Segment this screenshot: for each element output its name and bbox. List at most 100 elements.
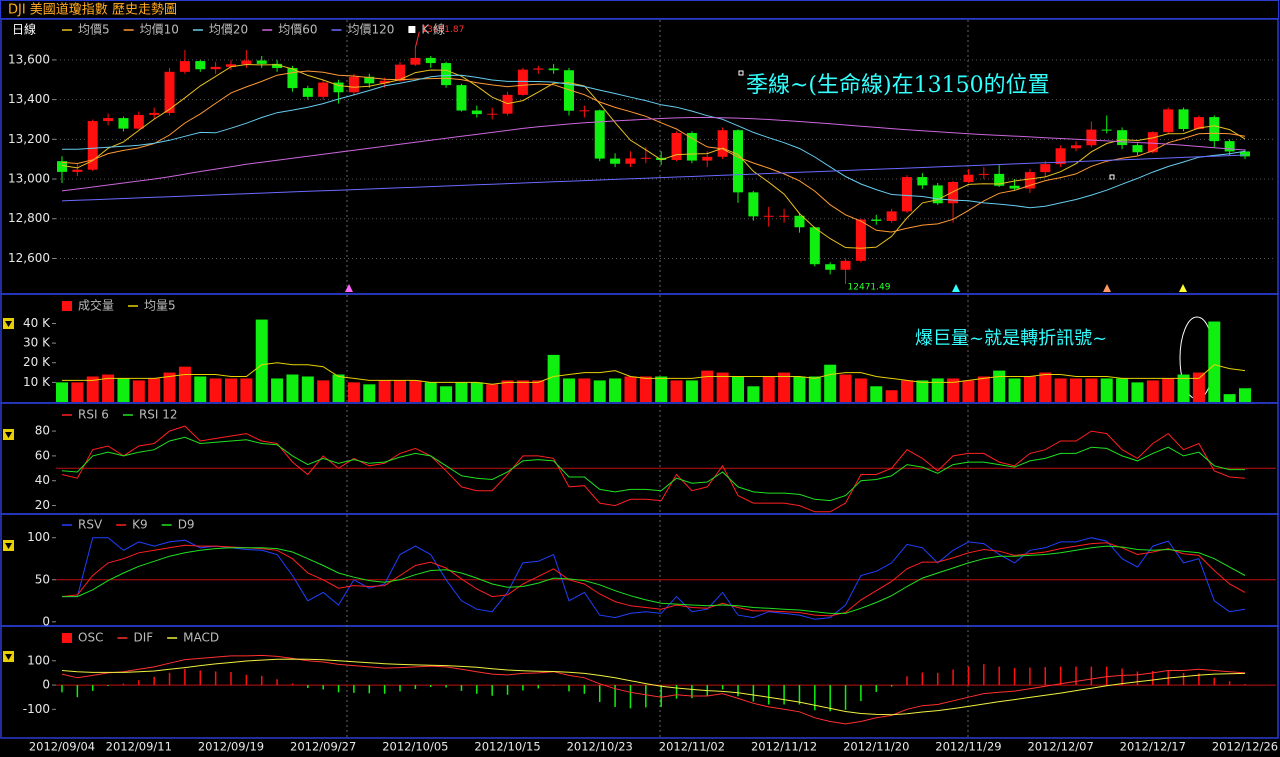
y-tick-label: 13,200 [8, 132, 50, 146]
x-tick-label: 2012/10/15 [474, 740, 540, 754]
signal-markers [345, 70, 1187, 292]
x-tick-label: 2012/12/26 [1212, 740, 1278, 754]
legend-label: RSV [78, 518, 103, 532]
candle-body [149, 112, 160, 115]
candle-body [210, 66, 221, 70]
candle-body [1147, 132, 1158, 153]
series-line [61, 117, 1246, 192]
candle-body [487, 113, 498, 115]
volume-bar [1177, 374, 1190, 402]
volume-bar [501, 380, 514, 402]
volume-bar [747, 386, 760, 402]
candle-body [1224, 141, 1235, 152]
candle-body [103, 118, 114, 122]
volume-bar [1146, 380, 1159, 402]
volume-bar [901, 380, 913, 402]
x-tick-label: 2012/12/07 [1027, 740, 1093, 754]
candle-body [717, 130, 728, 157]
x-tick-label: 2012/11/20 [843, 740, 909, 754]
volume-bar [916, 380, 929, 402]
panel-toggle[interactable] [3, 318, 14, 329]
candle-body [932, 185, 943, 204]
candle-body [579, 110, 590, 112]
candle-body [87, 121, 98, 170]
candle-body [610, 158, 621, 164]
volume-bar [793, 376, 806, 402]
min-label: 12471.49 [848, 282, 891, 292]
candle-body [410, 57, 421, 65]
volume-bar [563, 378, 575, 402]
candle-body [364, 76, 375, 84]
candle-body [226, 64, 236, 67]
volume-bar [1023, 376, 1036, 402]
volume-bar [639, 376, 652, 402]
legend-label: 成交量 [78, 298, 114, 313]
legend-label: 均價20 [209, 23, 248, 37]
volume-bar [655, 376, 668, 402]
panel-toggle[interactable] [3, 651, 14, 662]
candle-body [671, 132, 682, 160]
volume-bar [1100, 378, 1113, 402]
leader-line [414, 31, 420, 48]
candle-body [287, 68, 298, 89]
volume-bar [516, 380, 529, 402]
candle-body [395, 64, 405, 81]
panel-toggle[interactable] [3, 540, 14, 551]
legend-label: D9 [178, 518, 195, 532]
panel-toggles [3, 318, 14, 662]
volume-bar [931, 378, 944, 402]
legend-label: 均價120 [347, 23, 394, 37]
legend-label: MACD [183, 631, 219, 645]
volume-bar [194, 376, 207, 402]
candle-body [902, 177, 912, 212]
candle-body [441, 63, 452, 86]
panel-frames [0, 18, 1279, 739]
candle-body [640, 157, 651, 159]
volume-bar [470, 382, 483, 402]
x-tick-label: 2012/12/17 [1120, 740, 1186, 754]
candle-body [1040, 164, 1051, 173]
volume-bar [301, 376, 314, 402]
volume-bar [962, 380, 975, 402]
candle-body [625, 158, 636, 164]
max-label: 13661.87 [421, 25, 464, 35]
y-tick-label: 80 [35, 424, 50, 438]
legend-label: 均量5 [144, 299, 176, 313]
volume-bar [732, 376, 744, 402]
x-tick-label: 2012/09/11 [106, 740, 172, 754]
candle-body [733, 130, 743, 193]
volume-bar [1054, 378, 1067, 402]
candle-body [594, 110, 605, 159]
signal-marker [952, 284, 960, 292]
candle-body [871, 219, 882, 221]
volume-bar [486, 384, 499, 402]
volume-bar [685, 380, 698, 402]
y-tick-label: 100 [27, 653, 50, 667]
candle-body [1193, 117, 1204, 130]
y-tick-label: 13,400 [8, 92, 50, 106]
legend-label: DIF [133, 631, 153, 645]
candle-body [379, 80, 390, 84]
volume-bar [455, 382, 468, 402]
volume-bar [332, 374, 345, 402]
legend-label: RSI 6 [78, 408, 109, 422]
candle-body [348, 76, 359, 93]
y-tick-label: 50 [35, 572, 50, 586]
x-tick-label: 2012/11/12 [751, 740, 817, 754]
legend-label: 均價60 [278, 23, 317, 37]
volume-bar [424, 382, 437, 402]
candle-body [533, 68, 544, 70]
series-line [62, 537, 1246, 620]
candle-body [1117, 130, 1128, 146]
panel-toggle[interactable] [3, 429, 14, 440]
y-tick-label: 12,800 [8, 211, 50, 225]
y-tick-label: 0 [42, 614, 50, 628]
candle-body [564, 70, 574, 111]
volume-bar [701, 370, 714, 402]
candle-body [686, 132, 697, 161]
y-tick-label: 60 [35, 448, 50, 462]
candle-body [1178, 109, 1189, 130]
volume-bar [178, 366, 191, 402]
y-tick-label: 40 [35, 473, 50, 487]
legend-label: 均價10 [140, 23, 179, 37]
